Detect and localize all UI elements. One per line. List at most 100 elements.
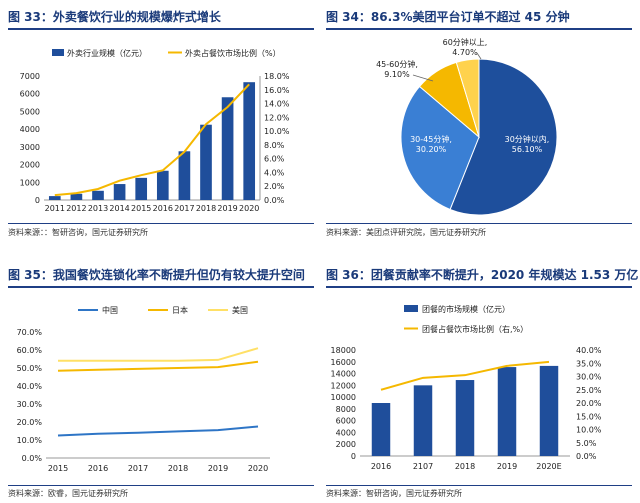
series-line: [54, 83, 250, 197]
series-line: [57, 425, 259, 437]
bar: [243, 82, 256, 200]
panel-34: 图 34：86.3%美团平台订单不超过 45 分钟 30分钟以内, 56.10% 3…: [326, 8, 632, 240]
source-rule: [326, 485, 632, 486]
chart-33: 外卖行业规模（亿元） 外卖占餐饮市场比例（%） 0 1000 2000 3000 4000 5…: [20, 48, 290, 213]
x-tick-label: 2020: [248, 464, 268, 473]
title-rule: [326, 28, 632, 30]
legend-label-bar: 团餐的市场规模（亿元）: [422, 304, 510, 314]
bar: [413, 385, 433, 456]
panel-33: 图 33：外卖餐饮行业的规模爆炸式增长 外卖行业规模（亿元） 外卖占餐饮市场比例（…: [8, 8, 314, 240]
pie-slice: [400, 85, 480, 211]
source-rule: [8, 485, 314, 486]
y-tick-label: 60.0%: [17, 346, 43, 355]
x-tick-label: 2017: [128, 464, 148, 473]
y-tick-label: 20.0%: [17, 418, 43, 427]
x-tick-label: 2020E: [536, 462, 561, 471]
x-tick-label: 2015: [48, 464, 68, 473]
y-left-tick-label: 3000: [20, 143, 40, 152]
y-right-tick-label: 6.0%: [264, 155, 285, 164]
y-left-tick-label: 1000: [20, 178, 40, 187]
chart-34: 30分钟以内,56.10% 30-45分钟,30.20% 45-60分钟,9.10%…: [376, 37, 558, 216]
source-note: 资料来源：智研咨询，国元证券研究所: [326, 489, 462, 498]
x-tick-label: 2016: [153, 204, 173, 213]
title-rule: [326, 286, 632, 288]
slice-percent: 56.10%: [512, 145, 543, 154]
bar: [200, 124, 212, 200]
y-right-tick-label: 0.0%: [576, 452, 597, 461]
slice-percent: 30.20%: [416, 145, 447, 154]
source-rule: [8, 223, 314, 224]
y-tick-label: 50.0%: [17, 364, 43, 373]
x-tick-label: 2018: [455, 462, 475, 471]
bar: [156, 170, 169, 200]
slice-label: 45-60分钟,: [376, 59, 418, 69]
x-tick-label: 2015: [131, 204, 151, 213]
y-tick-label: 40.0%: [17, 382, 43, 391]
y-left-tick-label: 8000: [336, 405, 356, 414]
y-tick-label: 0.0%: [22, 454, 43, 463]
figure-title: 图 33：外卖餐饮行业的规模爆炸式增长: [8, 10, 221, 24]
x-tick-label: 2011: [45, 204, 65, 213]
x-tick-label: 2019: [217, 204, 237, 213]
series-line: [380, 360, 550, 391]
slice-percent: 4.70%: [452, 48, 478, 57]
panel-36: 图 36：团餐贡献率不断提升，2020 年规模达 1.53 万亿 团餐的市场规模…: [326, 266, 638, 498]
y-left-tick-label: 7000: [20, 72, 40, 81]
y-left-tick-label: 10000: [331, 393, 356, 402]
pie-slice: [455, 58, 480, 138]
y-left-tick-label: 4000: [20, 125, 40, 134]
bar: [113, 184, 126, 200]
y-right-tick-label: 20.0%: [576, 399, 602, 408]
y-left-tick-label: 4000: [336, 428, 356, 437]
y-left-tick-label: 5000: [20, 107, 40, 116]
series-line: [58, 347, 259, 362]
legend-label: 日本: [172, 305, 188, 315]
chart-36: 团餐的市场规模（亿元） 团餐占餐饮市场比例（右,%） 0 2000 4000 6000 80…: [331, 304, 602, 471]
slice-percent: 9.10%: [384, 70, 410, 79]
series-line: [57, 360, 259, 372]
bar: [455, 380, 475, 456]
bar: [539, 365, 559, 456]
x-tick-label: 2020: [239, 204, 259, 213]
slice-label: 30-45分钟,: [410, 134, 452, 144]
y-left-tick-label: 16000: [331, 358, 356, 367]
y-right-tick-label: 14.0%: [264, 100, 290, 109]
y-right-tick-label: 16.0%: [264, 86, 290, 95]
bar: [135, 177, 148, 200]
y-right-tick-label: 12.0%: [264, 113, 290, 122]
x-tick-label: 2017: [174, 204, 194, 213]
pie-slice: [449, 58, 558, 216]
source-note: 资料来源：：智研咨询，国元证券研究所: [8, 228, 148, 237]
y-tick-label: 10.0%: [17, 436, 43, 445]
bar: [221, 97, 234, 200]
y-right-tick-label: 30.0%: [576, 373, 602, 382]
legend-label-line: 团餐占餐饮市场比例（右,%）: [422, 324, 528, 334]
y-right-tick-label: 2.0%: [264, 182, 285, 191]
y-left-tick-label: 2000: [20, 161, 40, 170]
source-rule: [326, 223, 632, 224]
x-tick-label: 2013: [88, 204, 108, 213]
y-right-tick-label: 40.0%: [576, 346, 602, 355]
x-tick-label: 2019: [208, 464, 228, 473]
y-right-tick-label: 15.0%: [576, 412, 602, 421]
bar: [178, 151, 191, 200]
bar: [497, 367, 517, 456]
y-left-tick-label: 12000: [331, 381, 356, 390]
bar: [70, 193, 83, 200]
y-right-tick-label: 5.0%: [576, 439, 597, 448]
y-right-tick-label: 8.0%: [264, 141, 285, 150]
x-tick-label: 2018: [168, 464, 188, 473]
legend-label: 中国: [102, 305, 118, 315]
title-rule: [8, 28, 314, 30]
figure-title: 图 35：我国餐饮连锁化率不断提升但仍有较大提升空间: [8, 268, 305, 282]
title-rule: [8, 286, 314, 288]
leader-line: [476, 52, 482, 60]
y-right-tick-label: 10.0%: [264, 127, 290, 136]
legend-swatch-bar: [52, 49, 64, 56]
slice-label: 60分钟以上,: [443, 37, 488, 47]
legend-label: 美国: [232, 305, 248, 315]
panel-35: 图 35：我国餐饮连锁化率不断提升但仍有较大提升空间 中国 日本 美国 0.0% 10.…: [8, 266, 314, 498]
x-tick-label: 2012: [66, 204, 86, 213]
figure-title: 图 36：团餐贡献率不断提升，2020 年规模达 1.53 万亿: [326, 268, 639, 282]
x-tick-label: 2019: [497, 462, 517, 471]
